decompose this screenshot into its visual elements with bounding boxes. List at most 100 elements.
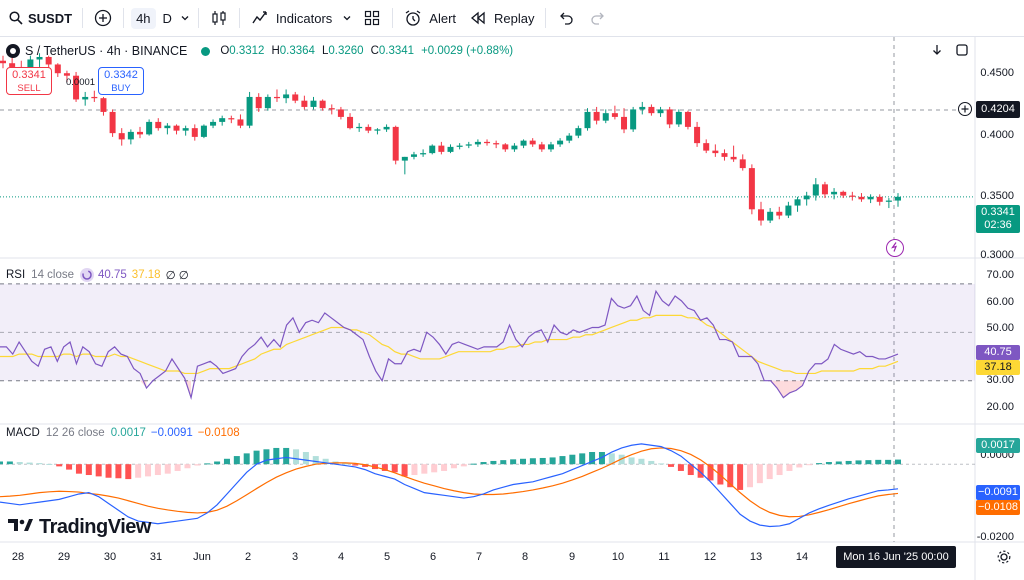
macd-histogram-bar — [381, 464, 388, 471]
candle-body — [182, 128, 189, 131]
candle-body — [630, 109, 637, 130]
timeframe-d[interactable]: D — [159, 0, 176, 36]
candle-body — [401, 156, 408, 161]
macd-histogram-bar — [737, 464, 744, 490]
chevron-down-icon — [342, 11, 352, 26]
crosshair-price-tag: 0.4204 — [976, 101, 1020, 118]
macd-histogram-bar — [816, 463, 823, 465]
rsi-name[interactable]: RSI — [6, 269, 26, 281]
toolbar-divider — [238, 8, 240, 28]
close-label: C — [370, 45, 379, 57]
alert-button[interactable]: Alert — [397, 0, 462, 36]
candle-body — [146, 121, 153, 135]
macd-histogram-bar — [608, 453, 615, 465]
candle-body — [538, 144, 545, 150]
candle-body — [794, 199, 801, 206]
buy-price: 0.3342 — [104, 69, 138, 81]
macd-histogram-bar — [6, 461, 13, 465]
candle-body — [621, 116, 628, 130]
timeframe-dropdown[interactable] — [176, 0, 194, 36]
chart-type-button[interactable] — [203, 0, 235, 36]
chart-canvas[interactable] — [0, 37, 1024, 580]
price-candles — [0, 53, 975, 226]
redo-button[interactable] — [582, 0, 614, 36]
macd-histogram-bar — [638, 458, 645, 465]
price-tick: 0.4500 — [980, 67, 1014, 79]
indicators-button[interactable]: Indicators — [244, 0, 338, 36]
event-marker[interactable] — [886, 239, 904, 257]
rsi-tick: 70.00 — [986, 269, 1014, 281]
sell-button[interactable]: 0.3341 SELL — [6, 67, 52, 95]
macd-histogram-bar — [362, 464, 369, 467]
candle-body — [730, 156, 737, 160]
macd-histogram-bar — [273, 447, 280, 465]
macd-histogram-bar — [687, 464, 694, 476]
candle-body — [337, 109, 344, 117]
macd-histogram-bar — [668, 464, 675, 467]
candle-body — [210, 121, 217, 126]
candle-body — [447, 146, 454, 152]
candle-body — [493, 143, 500, 145]
time-axis-label: 10 — [611, 551, 625, 563]
candle-body — [191, 128, 198, 137]
buy-button[interactable]: 0.3342 BUY — [98, 67, 144, 95]
macd-name[interactable]: MACD — [6, 427, 40, 439]
candle-body — [36, 56, 43, 60]
candle-body — [639, 106, 646, 110]
macd-histogram-bar — [302, 452, 309, 465]
macd-signal-tag: −0.0108 — [976, 500, 1020, 515]
macd-histogram-bar — [293, 449, 300, 465]
tradingview-logo[interactable]: TradingView — [8, 516, 151, 539]
sell-label: SELL — [17, 83, 41, 94]
macd-histogram-bar — [579, 453, 586, 465]
rsi-oversold-fill — [776, 380, 784, 398]
candle-body — [383, 126, 390, 130]
candle-body — [73, 75, 80, 100]
candle-body — [328, 108, 335, 110]
candle-body — [712, 150, 719, 154]
high-label: H — [271, 45, 280, 57]
compare-button[interactable] — [87, 0, 119, 36]
time-axis-label: 6 — [429, 551, 437, 563]
macd-histogram-bar — [510, 459, 517, 465]
symbol-search[interactable]: SUSDT — [0, 0, 78, 36]
macd-histogram-bar — [391, 464, 398, 473]
macd-histogram-bar — [115, 464, 122, 479]
indicators-dropdown[interactable] — [338, 0, 356, 36]
macd-histogram-bar — [470, 463, 477, 465]
candle-body — [694, 126, 701, 144]
candle-body — [0, 60, 6, 64]
gear-icon — [997, 550, 1011, 569]
macd-histogram-bar — [618, 454, 625, 465]
buy-label: BUY — [111, 83, 131, 94]
timeframe-4h[interactable]: 4h — [128, 0, 158, 36]
macd-histogram-bar — [66, 464, 73, 470]
candle-body — [283, 94, 290, 99]
macd-histogram-bar — [26, 462, 33, 465]
macd-histogram-bar — [223, 458, 230, 465]
macd-histogram-bar — [520, 458, 527, 465]
replay-button[interactable]: Replay — [462, 0, 540, 36]
candle-body — [347, 116, 354, 129]
undo-button[interactable] — [550, 0, 582, 36]
candle-body — [675, 111, 682, 125]
top-toolbar: SUSDT 4h D Indicators Alert — [0, 0, 1024, 37]
layouts-button[interactable] — [356, 0, 388, 36]
add-alert-button[interactable] — [958, 102, 972, 116]
rsi-tick: 30.00 — [986, 374, 1014, 386]
legend-title[interactable]: S / TetherUS · 4h · BINANCE — [25, 44, 188, 58]
rsi-ma-line — [0, 314, 899, 375]
candle-body — [547, 144, 554, 150]
macd-histogram-bar — [243, 453, 250, 465]
candle-body — [420, 153, 427, 155]
candle-body — [356, 126, 363, 129]
candle-body — [529, 140, 536, 145]
symbol-logo-icon — [6, 44, 20, 58]
candle-body — [602, 113, 609, 121]
download-button[interactable] — [928, 43, 946, 61]
fullscreen-button[interactable] — [953, 43, 971, 61]
axis-settings-button[interactable] — [996, 550, 1012, 569]
main-legend: S / TetherUS · 4h · BINANCE O0.3312 H0.3… — [6, 44, 520, 58]
alarm-clock-icon — [403, 8, 423, 28]
candle-body — [246, 96, 253, 126]
